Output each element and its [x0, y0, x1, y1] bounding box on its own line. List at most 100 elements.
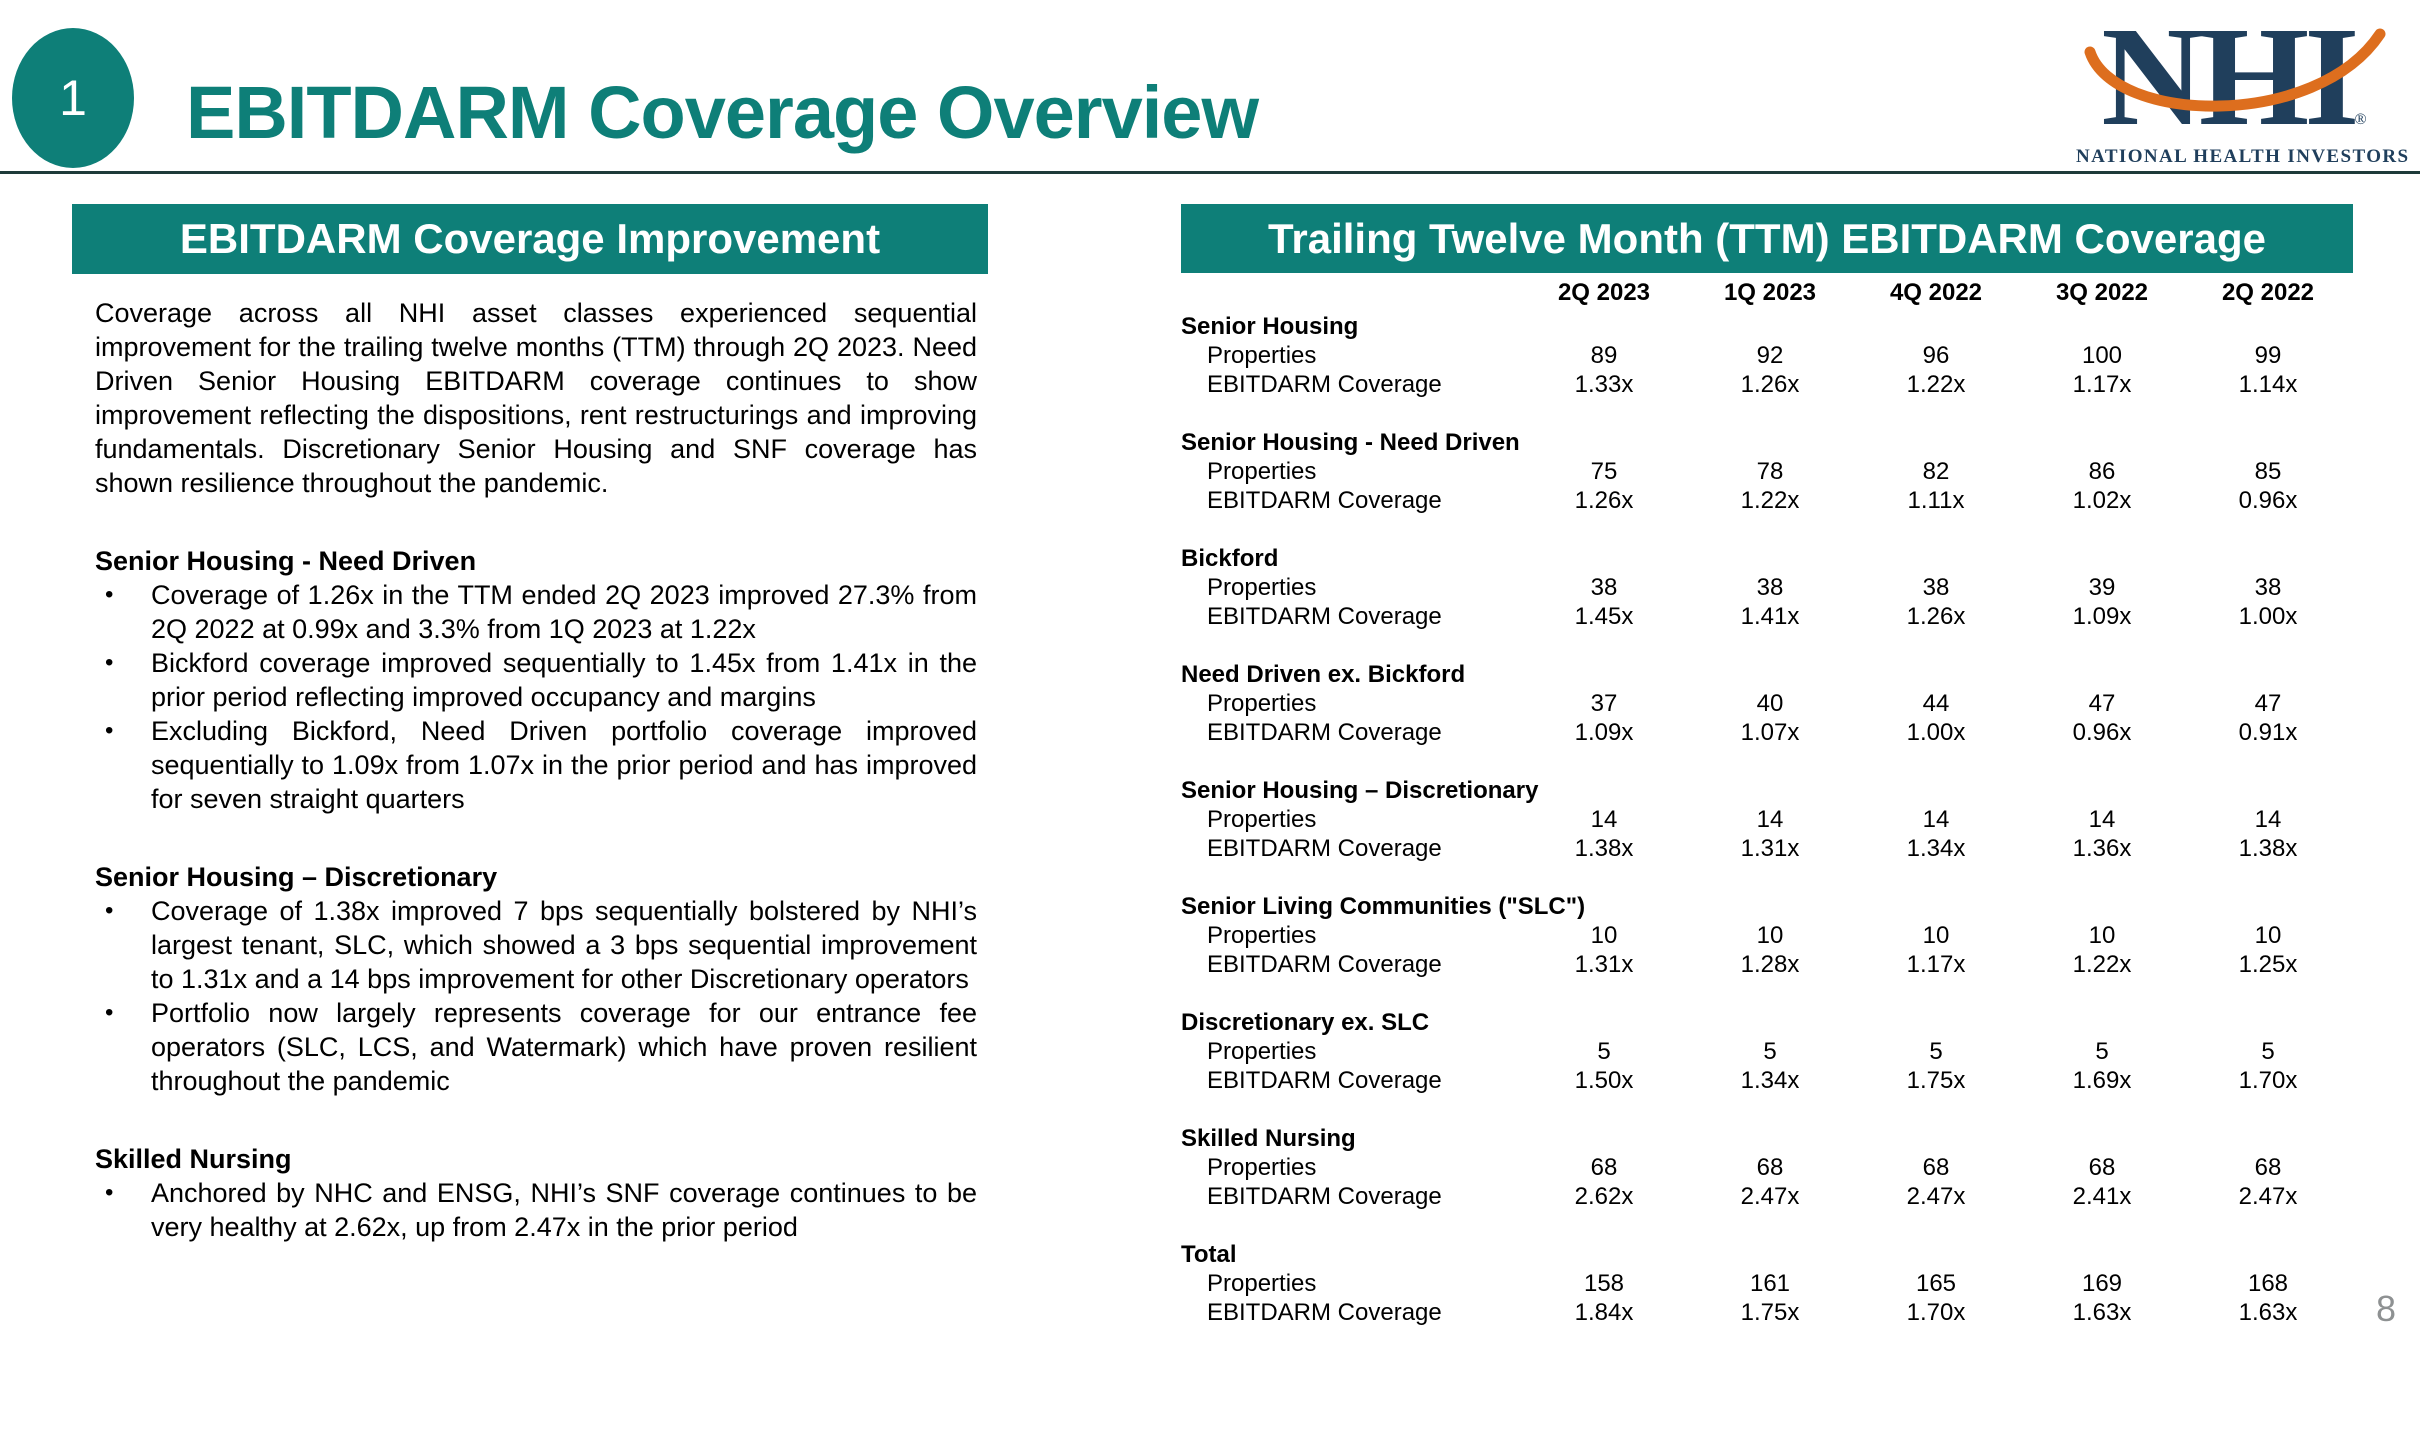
value-cell: 37	[1590, 690, 1618, 717]
value-cell: 1.00x	[2238, 603, 2298, 630]
group-name: Senior Housing - Need Driven	[1181, 429, 1520, 456]
coverage-row: EBITDARM Coverage 1.09x 1.07x 1.00x 0.96x 0.…	[1181, 718, 2351, 747]
row-label: EBITDARM Coverage	[1207, 951, 1442, 978]
bullet-item: Portfolio now largely represents coverag…	[95, 996, 977, 1098]
group-name: Senior Living Communities ("SLC")	[1181, 893, 1586, 920]
value-cell: 10	[1756, 922, 1784, 949]
coverage-row: EBITDARM Coverage 1.38x 1.31x 1.34x 1.36x 1.…	[1181, 834, 2351, 863]
coverage-row: EBITDARM Coverage 1.31x 1.28x 1.17x 1.22x 1.…	[1181, 950, 2351, 979]
value-cell: 1.14x	[2238, 371, 2298, 398]
value-cell: 1.07x	[1740, 719, 1800, 746]
left-panel-content: Coverage across all NHI asset classes ex…	[95, 296, 977, 1244]
value-cell: 1.17x	[1906, 951, 1966, 978]
value-cell: 1.11x	[1907, 487, 1965, 514]
value-cell: 1.45x	[1574, 603, 1634, 630]
value-cell: 1.70x	[1906, 1299, 1966, 1326]
table-group: Senior Housing Properties 89 92 96 100 99 EB…	[1181, 312, 2351, 399]
value-cell: 1.75x	[1740, 1299, 1800, 1326]
value-cell: 5	[1929, 1038, 1943, 1065]
value-cell: 1.41x	[1740, 603, 1800, 630]
table-header-row: 2Q 2023 1Q 2023 4Q 2022 3Q 2022 2Q 2022	[1181, 278, 2351, 307]
value-cell: 1.38x	[2238, 835, 2298, 862]
value-cell: 1.33x	[1574, 371, 1634, 398]
value-cell: 1.63x	[2238, 1299, 2298, 1326]
value-cell: 1.26x	[1906, 603, 1966, 630]
value-cell: 10	[2088, 922, 2116, 949]
table-group: Discretionary ex. SLC Properties 5 5 5 5 5 E…	[1181, 1008, 2351, 1095]
header-rule	[0, 171, 2420, 174]
group-name: Discretionary ex. SLC	[1181, 1009, 1430, 1036]
text-section: Senior Housing – Discretionary Coverage …	[95, 860, 977, 1098]
properties-row: Properties 68 68 68 68 68	[1181, 1153, 2351, 1182]
value-cell: 161	[1749, 1270, 1791, 1297]
value-cell: 99	[2254, 342, 2282, 369]
value-cell: 85	[2254, 458, 2282, 485]
value-cell: 78	[1756, 458, 1784, 485]
row-label: Properties	[1207, 690, 1317, 717]
table-group: Senior Housing – Discretionary Propertie…	[1181, 776, 2351, 863]
value-cell: 168	[2247, 1270, 2289, 1297]
table-group: Senior Housing - Need Driven Properties …	[1181, 428, 2351, 515]
row-label: Properties	[1207, 458, 1317, 485]
value-cell: 1.26x	[1574, 487, 1634, 514]
row-label: EBITDARM Coverage	[1207, 1183, 1442, 1210]
properties-row: Properties 89 92 96 100 99	[1181, 341, 2351, 370]
value-cell: 75	[1590, 458, 1618, 485]
value-cell: 1.26x	[1740, 371, 1800, 398]
value-cell: 38	[2254, 574, 2282, 601]
section-heading: Senior Housing - Need Driven	[95, 546, 477, 576]
value-cell: 5	[1597, 1038, 1611, 1065]
coverage-row: EBITDARM Coverage 1.26x 1.22x 1.11x 1.02x 0.…	[1181, 486, 2351, 515]
section-heading: Skilled Nursing	[95, 1144, 292, 1174]
logo-acronym: NHI	[2101, 0, 2359, 155]
table-group: Bickford Properties 38 38 38 39 38 EBITDARM …	[1181, 544, 2351, 631]
row-label: Properties	[1207, 1154, 1317, 1181]
value-cell: 38	[1756, 574, 1784, 601]
value-cell: 10	[1922, 922, 1950, 949]
value-cell: 14	[2254, 806, 2282, 833]
table-group: Skilled Nursing Properties 68 68 68 68 68 EB…	[1181, 1124, 2351, 1211]
page-title: EBITDARM Coverage Overview	[186, 71, 1259, 154]
group-name: Skilled Nursing	[1181, 1125, 1356, 1152]
value-cell: 68	[2254, 1154, 2282, 1181]
right-panel-header: Trailing Twelve Month (TTM) EBITDARM Cov…	[1181, 204, 2353, 273]
value-cell: 47	[2088, 690, 2116, 717]
column-header: 1Q 2023	[1723, 279, 1817, 306]
value-cell: 1.25x	[2238, 951, 2298, 978]
row-label: Properties	[1207, 806, 1317, 833]
slide-number-badge: 1	[12, 28, 134, 168]
table-group: Senior Living Communities ("SLC") Proper…	[1181, 892, 2351, 979]
row-label: Properties	[1207, 342, 1317, 369]
value-cell: 1.31x	[1574, 951, 1634, 978]
column-header: 4Q 2022	[1889, 279, 1983, 306]
column-header: 3Q 2022	[2055, 279, 2149, 306]
properties-row: Properties 37 40 44 47 47	[1181, 689, 2351, 718]
coverage-table: 2Q 2023 1Q 2023 4Q 2022 3Q 2022 2Q 2022 …	[1181, 278, 2351, 1356]
value-cell: 44	[1922, 690, 1950, 717]
value-cell: 2.47x	[2238, 1183, 2298, 1210]
value-cell: 38	[1590, 574, 1618, 601]
value-cell: 1.09x	[2072, 603, 2132, 630]
value-cell: 1.84x	[1574, 1299, 1634, 1326]
properties-row: Properties 75 78 82 86 85	[1181, 457, 2351, 486]
value-cell: 0.96x	[2238, 487, 2298, 514]
text-section: Skilled Nursing Anchored by NHC and ENSG…	[95, 1142, 977, 1244]
value-cell: 47	[2254, 690, 2282, 717]
value-cell: 92	[1756, 342, 1784, 369]
text-section: Senior Housing - Need Driven Coverage of…	[95, 544, 977, 816]
value-cell: 40	[1756, 690, 1784, 717]
group-name: Total	[1181, 1241, 1237, 1268]
value-cell: 1.28x	[1740, 951, 1800, 978]
row-label: EBITDARM Coverage	[1207, 1067, 1442, 1094]
properties-row: Properties 14 14 14 14 14	[1181, 805, 2351, 834]
value-cell: 2.41x	[2072, 1183, 2132, 1210]
value-cell: 39	[2088, 574, 2116, 601]
logo-name: NATIONAL HEALTH INVESTORS	[2076, 146, 2410, 167]
value-cell: 1.22x	[1740, 487, 1800, 514]
value-cell: 14	[1922, 806, 1950, 833]
value-cell: 1.00x	[1906, 719, 1966, 746]
value-cell: 165	[1915, 1270, 1957, 1297]
value-cell: 10	[2254, 922, 2282, 949]
value-cell: 5	[1763, 1038, 1777, 1065]
value-cell: 2.47x	[1906, 1183, 1966, 1210]
